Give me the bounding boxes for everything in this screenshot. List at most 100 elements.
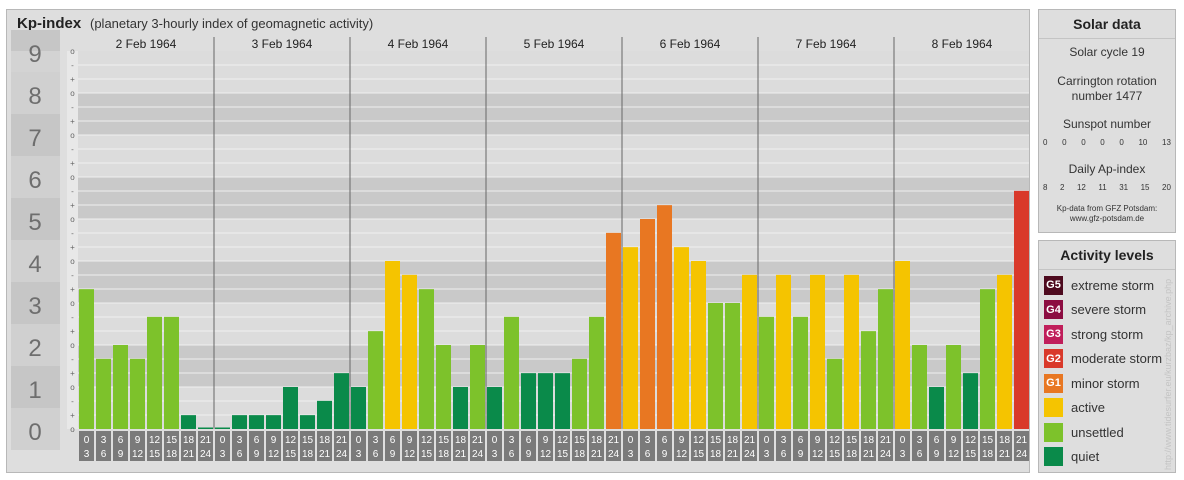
hour-start-label: 9 [135,435,141,446]
kp-bar [878,289,893,429]
kp-bar [487,387,502,429]
activity-level-item: G4 severe storm [1044,300,1146,320]
kp-bar [113,345,128,429]
y-tick-band [11,240,60,282]
hour-cell [589,431,604,461]
hour-end-label: 6 [509,449,515,460]
hour-cell [793,431,808,461]
activity-level-item: active [1044,398,1105,418]
chart-subtitle: (planetary 3-hourly index of geomagnetic… [90,16,374,31]
minor-tick-label: o [70,257,75,266]
hour-cell [453,431,468,461]
hour-end-label: 12 [676,449,688,460]
hour-start-label: 9 [951,435,957,446]
y-tick-band [11,324,60,366]
hour-cell [844,431,859,461]
hour-start-label: 0 [356,435,362,446]
hour-cell [232,431,247,461]
day-label: 6 Feb 1964 [660,37,721,51]
hour-end-label: 3 [764,449,770,460]
sunspot-value: 10 [1138,138,1148,147]
minor-tick-label: o [70,341,75,350]
hour-start-label: 12 [149,435,161,446]
hour-end-label: 24 [880,449,892,460]
carrington-line-1: Carrington rotation [1057,74,1157,88]
hour-cell [946,431,961,461]
hour-end-label: 21 [999,449,1011,460]
hour-end-label: 6 [237,449,243,460]
hour-end-label: 24 [472,449,484,460]
hour-end-label: 9 [390,449,396,460]
day-label: 7 Feb 1964 [796,37,857,51]
hour-start-label: 18 [999,435,1011,446]
ap-value: 8 [1043,183,1048,192]
minor-tick-label: - [71,229,74,238]
hour-end-label: 12 [268,449,280,460]
y-tick-band [11,114,60,156]
y-tick-label: 3 [28,293,41,320]
hour-end-label: 15 [557,449,569,460]
kp-bar [606,232,621,429]
hour-end-label: 9 [118,449,124,460]
ap-value: 12 [1076,183,1086,192]
kp-bar [147,316,162,429]
hour-cell [572,431,587,461]
kp-bar [521,373,536,429]
hour-start-label: 9 [815,435,821,446]
minor-tick-label: - [71,397,74,406]
ap-value: 31 [1119,183,1129,192]
y-tick-label: 6 [28,167,41,194]
activity-level-item: G1 minor storm [1044,373,1140,393]
hour-cell [504,431,519,461]
hour-end-label: 3 [220,449,226,460]
minor-tick-label: o [70,131,75,140]
kp-band [78,135,1029,177]
activity-levels-heading: Activity levels [1039,241,1175,270]
hour-end-label: 12 [404,449,416,460]
hour-cell [861,431,876,461]
minor-tick-label: - [71,313,74,322]
kp-bar [572,358,587,429]
hour-end-label: 18 [710,449,722,460]
hour-end-label: 9 [934,449,940,460]
kp-bar [742,274,757,429]
hour-end-label: 21 [727,449,739,460]
hour-start-label: 0 [492,435,498,446]
hour-end-label: 9 [798,449,804,460]
data-source-link[interactable]: www.gfz-potsdam.de [1069,214,1145,223]
hour-start-label: 12 [829,435,841,446]
hour-cell [283,431,298,461]
activity-level-swatch: G1 [1044,373,1063,393]
hour-cell [555,431,570,461]
minor-tick-label: + [70,243,75,252]
hour-start-label: 6 [798,435,804,446]
hour-end-label: 15 [421,449,433,460]
kp-bar [759,316,774,429]
kp-bar [912,345,927,429]
hour-start-label: 15 [302,435,314,446]
hour-cell [147,431,162,461]
hour-cell [215,431,230,461]
kp-bar [266,415,281,429]
kp-bar [385,261,400,429]
kp-bar [997,274,1012,429]
hour-end-label: 3 [628,449,634,460]
hour-end-label: 6 [373,449,379,460]
hour-end-label: 15 [285,449,297,460]
kp-bar [164,316,179,429]
day-label: 2 Feb 1964 [116,37,177,51]
kp-bar [351,387,366,429]
hour-start-label: 21 [1016,435,1028,446]
kp-bar [368,331,383,429]
hour-start-label: 18 [591,435,603,446]
hour-cell [198,431,213,461]
hour-end-label: 9 [662,449,668,460]
sunspot-value: 0 [1119,138,1124,147]
kp-bar [538,373,553,429]
kp-chart: 0123456789o+-o+-o+-o+-o+-o+-o+-o+-o+-o2 … [11,30,1029,463]
hour-cell [640,431,655,461]
hour-cell [895,431,910,461]
hour-start-label: 15 [166,435,178,446]
kp-bar [691,261,706,429]
activity-level-item: G2 moderate storm [1044,349,1162,369]
